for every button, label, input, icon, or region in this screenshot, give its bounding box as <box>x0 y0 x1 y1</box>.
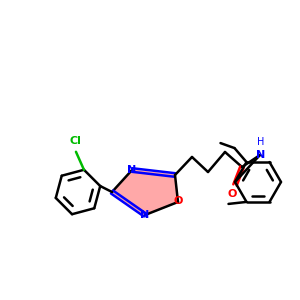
Text: O: O <box>173 196 183 206</box>
Text: N: N <box>140 210 150 220</box>
Polygon shape <box>112 170 178 215</box>
Text: N: N <box>256 150 266 160</box>
Text: H: H <box>257 137 265 147</box>
Text: N: N <box>128 165 136 175</box>
Text: Cl: Cl <box>69 136 81 146</box>
Text: O: O <box>227 189 237 199</box>
